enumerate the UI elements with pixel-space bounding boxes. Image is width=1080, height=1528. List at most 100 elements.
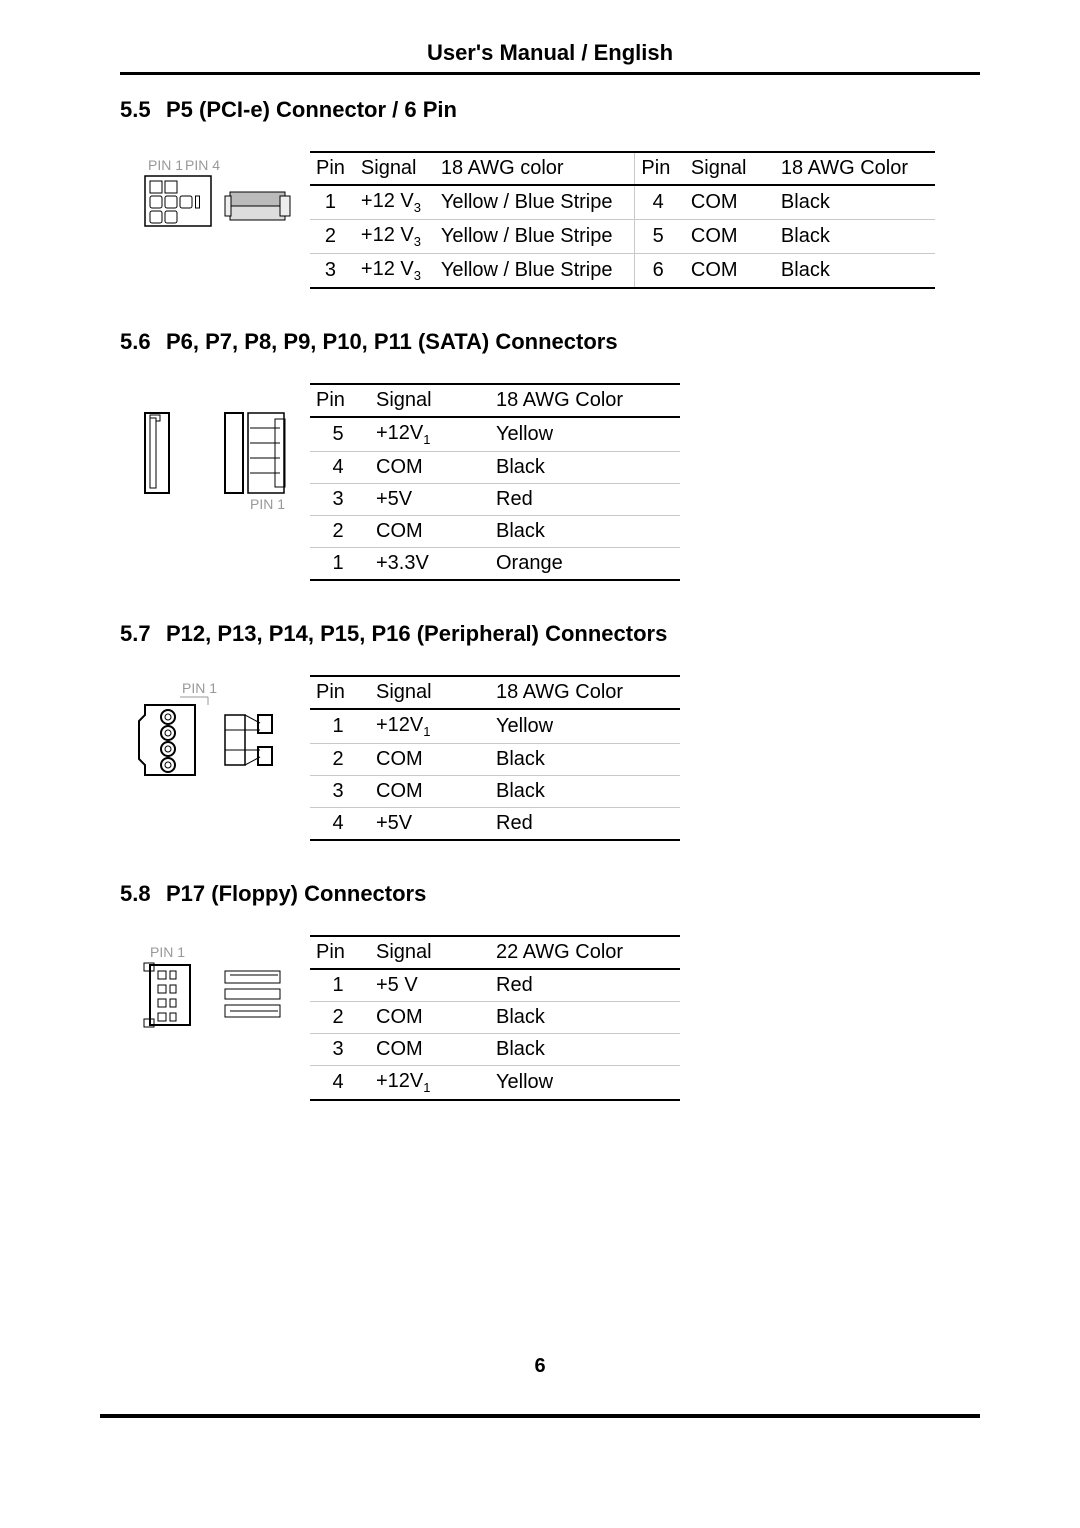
table-cell: 6 [635,254,685,289]
pin1-label: PIN 1 [150,944,185,960]
table-cell: 2 [310,1002,370,1034]
table-cell: Black [490,1034,680,1066]
table-pcie: PinSignal18 AWG colorPinSignal18 AWG Col… [310,151,935,289]
table-row: 4+12V1Yellow [310,1066,680,1101]
table-cell: 3 [310,776,370,808]
table-cell: +12V1 [370,709,490,744]
table-header: Pin [310,936,370,969]
table-cell: 1 [310,709,370,744]
table-cell: 5 [635,220,685,254]
table-cell: 4 [310,452,370,484]
section-heading-5-6: 5.6P6, P7, P8, P9, P10, P11 (SATA) Conne… [120,329,980,355]
connector-diagram-sata: PIN 1 [120,383,310,513]
table-cell: COM [370,1002,490,1034]
table-cell: Black [490,452,680,484]
pin1-label: PIN 1 [250,496,285,512]
table-cell: +12 V3 [355,185,435,220]
section-number: 5.5 [120,97,166,123]
table-cell: Black [775,254,935,289]
page-number: 6 [0,1355,1080,1378]
table-row: 1+12 V3Yellow / Blue Stripe4COMBlack [310,185,935,220]
table-cell: 3 [310,254,355,289]
table-row: 3COMBlack [310,1034,680,1066]
table-cell: Red [490,969,680,1002]
section-5-7: PIN 1 [120,675,980,841]
table-cell: COM [370,452,490,484]
section-heading-5-7: 5.7P12, P13, P14, P15, P16 (Peripheral) … [120,621,980,647]
section-title: P6, P7, P8, P9, P10, P11 (SATA) Connecto… [166,329,618,354]
table-cell: 3 [310,1034,370,1066]
section-number: 5.8 [120,881,166,907]
table-header: 18 AWG Color [490,676,680,709]
pin1-label: PIN 1 [148,157,183,173]
table-cell: 4 [310,808,370,841]
table-cell: Yellow / Blue Stripe [435,185,635,220]
table-cell: +12 V3 [355,254,435,289]
table-header: Pin [310,384,370,417]
table-row: 1+3.3VOrange [310,548,680,581]
table-row: 2COMBlack [310,744,680,776]
table-floppy: PinSignal22 AWG Color1+5 VRed2COMBlack3C… [310,935,680,1101]
table-cell: Black [490,1002,680,1034]
table-cell: 2 [310,516,370,548]
table-peripheral: PinSignal18 AWG Color1+12V1Yellow2COMBla… [310,675,680,841]
table-cell: COM [370,1034,490,1066]
table-cell: +5 V [370,969,490,1002]
table-row: 1+5 VRed [310,969,680,1002]
table-cell: Black [490,776,680,808]
connector-diagram-peripheral: PIN 1 [120,675,310,795]
table-header: 22 AWG Color [490,936,680,969]
table-cell: 2 [310,744,370,776]
table-cell: Black [775,185,935,220]
table-row: 2COMBlack [310,516,680,548]
section-number: 5.6 [120,329,166,355]
table-cell: Black [775,220,935,254]
table-cell: 4 [635,185,685,220]
table-header: Signal [370,676,490,709]
table-row: 4+5VRed [310,808,680,841]
table-header: Signal [370,384,490,417]
table-cell: 5 [310,417,370,452]
table-cell: +12V1 [370,1066,490,1101]
table-header: 18 AWG Color [775,152,935,185]
document-page: User's Manual / English 5.5P5 (PCI-e) Co… [0,0,1080,1528]
table-row: 2+12 V3Yellow / Blue Stripe5COMBlack [310,220,935,254]
footer-rule [100,1414,980,1418]
table-cell: Yellow / Blue Stripe [435,254,635,289]
table-header: Pin [310,152,355,185]
section-5-5: PIN 1 PIN 4 PinSignal18 AWG colorPinSign… [120,151,980,289]
table-cell: 2 [310,220,355,254]
table-sata: PinSignal18 AWG Color5+12V1Yellow4COMBla… [310,383,680,581]
table-cell: Black [490,744,680,776]
table-cell: Red [490,484,680,516]
section-5-8: PIN 1 PinSignal22 AWG [120,935,980,1101]
table-cell: Red [490,808,680,841]
table-cell: Yellow [490,417,680,452]
table-header: Signal [370,936,490,969]
table-cell: COM [370,776,490,808]
table-row: 3+12 V3Yellow / Blue Stripe6COMBlack [310,254,935,289]
section-title: P5 (PCI-e) Connector / 6 Pin [166,97,457,122]
page-header: User's Manual / English [120,40,980,75]
section-number: 5.7 [120,621,166,647]
table-cell: COM [685,220,775,254]
connector-diagram-floppy: PIN 1 [120,935,310,1045]
table-cell: Yellow / Blue Stripe [435,220,635,254]
table-row: 3+5VRed [310,484,680,516]
table-row: 1+12V1Yellow [310,709,680,744]
section-heading-5-5: 5.5P5 (PCI-e) Connector / 6 Pin [120,97,980,123]
connector-diagram-pcie: PIN 1 PIN 4 [120,151,310,251]
table-cell: 4 [310,1066,370,1101]
table-row: 5+12V1Yellow [310,417,680,452]
pin1-label: PIN 1 [182,680,217,696]
section-title: P17 (Floppy) Connectors [166,881,426,906]
table-cell: 3 [310,484,370,516]
section-heading-5-8: 5.8P17 (Floppy) Connectors [120,881,980,907]
table-cell: 1 [310,548,370,581]
table-cell: COM [370,516,490,548]
table-cell: +12 V3 [355,220,435,254]
table-row: 4COMBlack [310,452,680,484]
table-cell: 1 [310,969,370,1002]
table-header: Signal [685,152,775,185]
table-header: 18 AWG color [435,152,635,185]
